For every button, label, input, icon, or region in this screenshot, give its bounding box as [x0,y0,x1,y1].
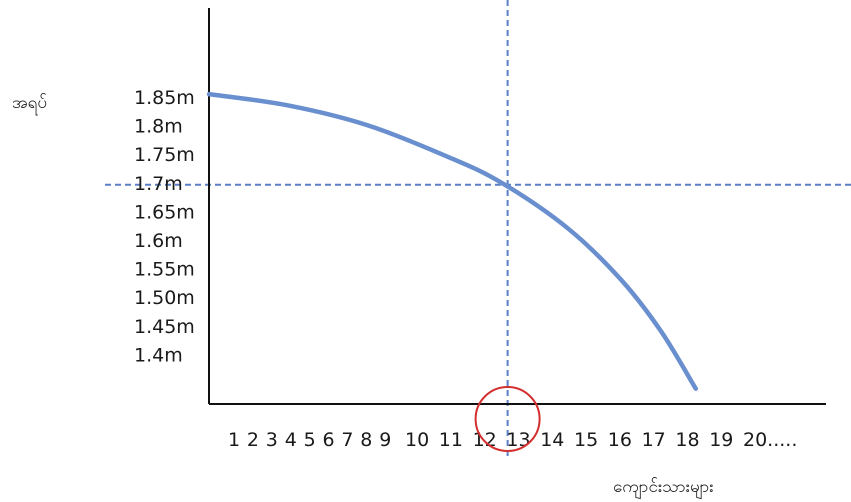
y-tick-label: 1.6m [134,230,183,252]
x-tick-label: 19 [709,429,733,451]
highlight-circle [474,386,541,452]
x-tick-label: 9 [379,429,391,451]
x-axis-title: ကျောင်းသားများ [613,477,714,500]
series-curve [206,91,699,391]
x-tick-label: 4 [285,429,297,451]
y-tick-label: 1.45m [134,316,195,338]
x-tick-label: 5 [304,429,316,451]
x-tick-label: 16 [608,429,632,451]
x-tick-label: 14 [540,429,564,451]
y-tick-label: 1.7m [134,173,183,195]
x-tick-label: 18 [675,429,699,451]
x-tick-label: 1 [228,429,240,451]
x-tick-label: 7 [341,429,353,451]
y-tick-label: 1.75m [134,144,195,166]
x-tick-label: 17 [642,429,666,451]
x-tick-label: 2 [247,429,259,451]
x-tick-label: 8 [360,429,372,451]
x-tick-label: 3 [266,429,278,451]
y-tick-label: 1.4m [134,344,183,366]
y-axis-title: အရပ် [12,93,47,116]
x-tick-label: 11 [439,429,463,451]
y-tick-label: 1.50m [134,287,195,309]
x-tick-label: 13 [506,429,530,451]
x-tick-label: 20..... [743,429,797,451]
x-tick-label: 6 [323,429,335,451]
x-tick-label: 15 [574,429,598,451]
y-tick-label: 1.65m [134,201,195,223]
x-tick-label: 10 [405,429,429,451]
y-tick-label: 1.8m [134,116,183,138]
y-tick-label: 1.85m [134,87,195,109]
y-tick-label: 1.55m [134,259,195,281]
